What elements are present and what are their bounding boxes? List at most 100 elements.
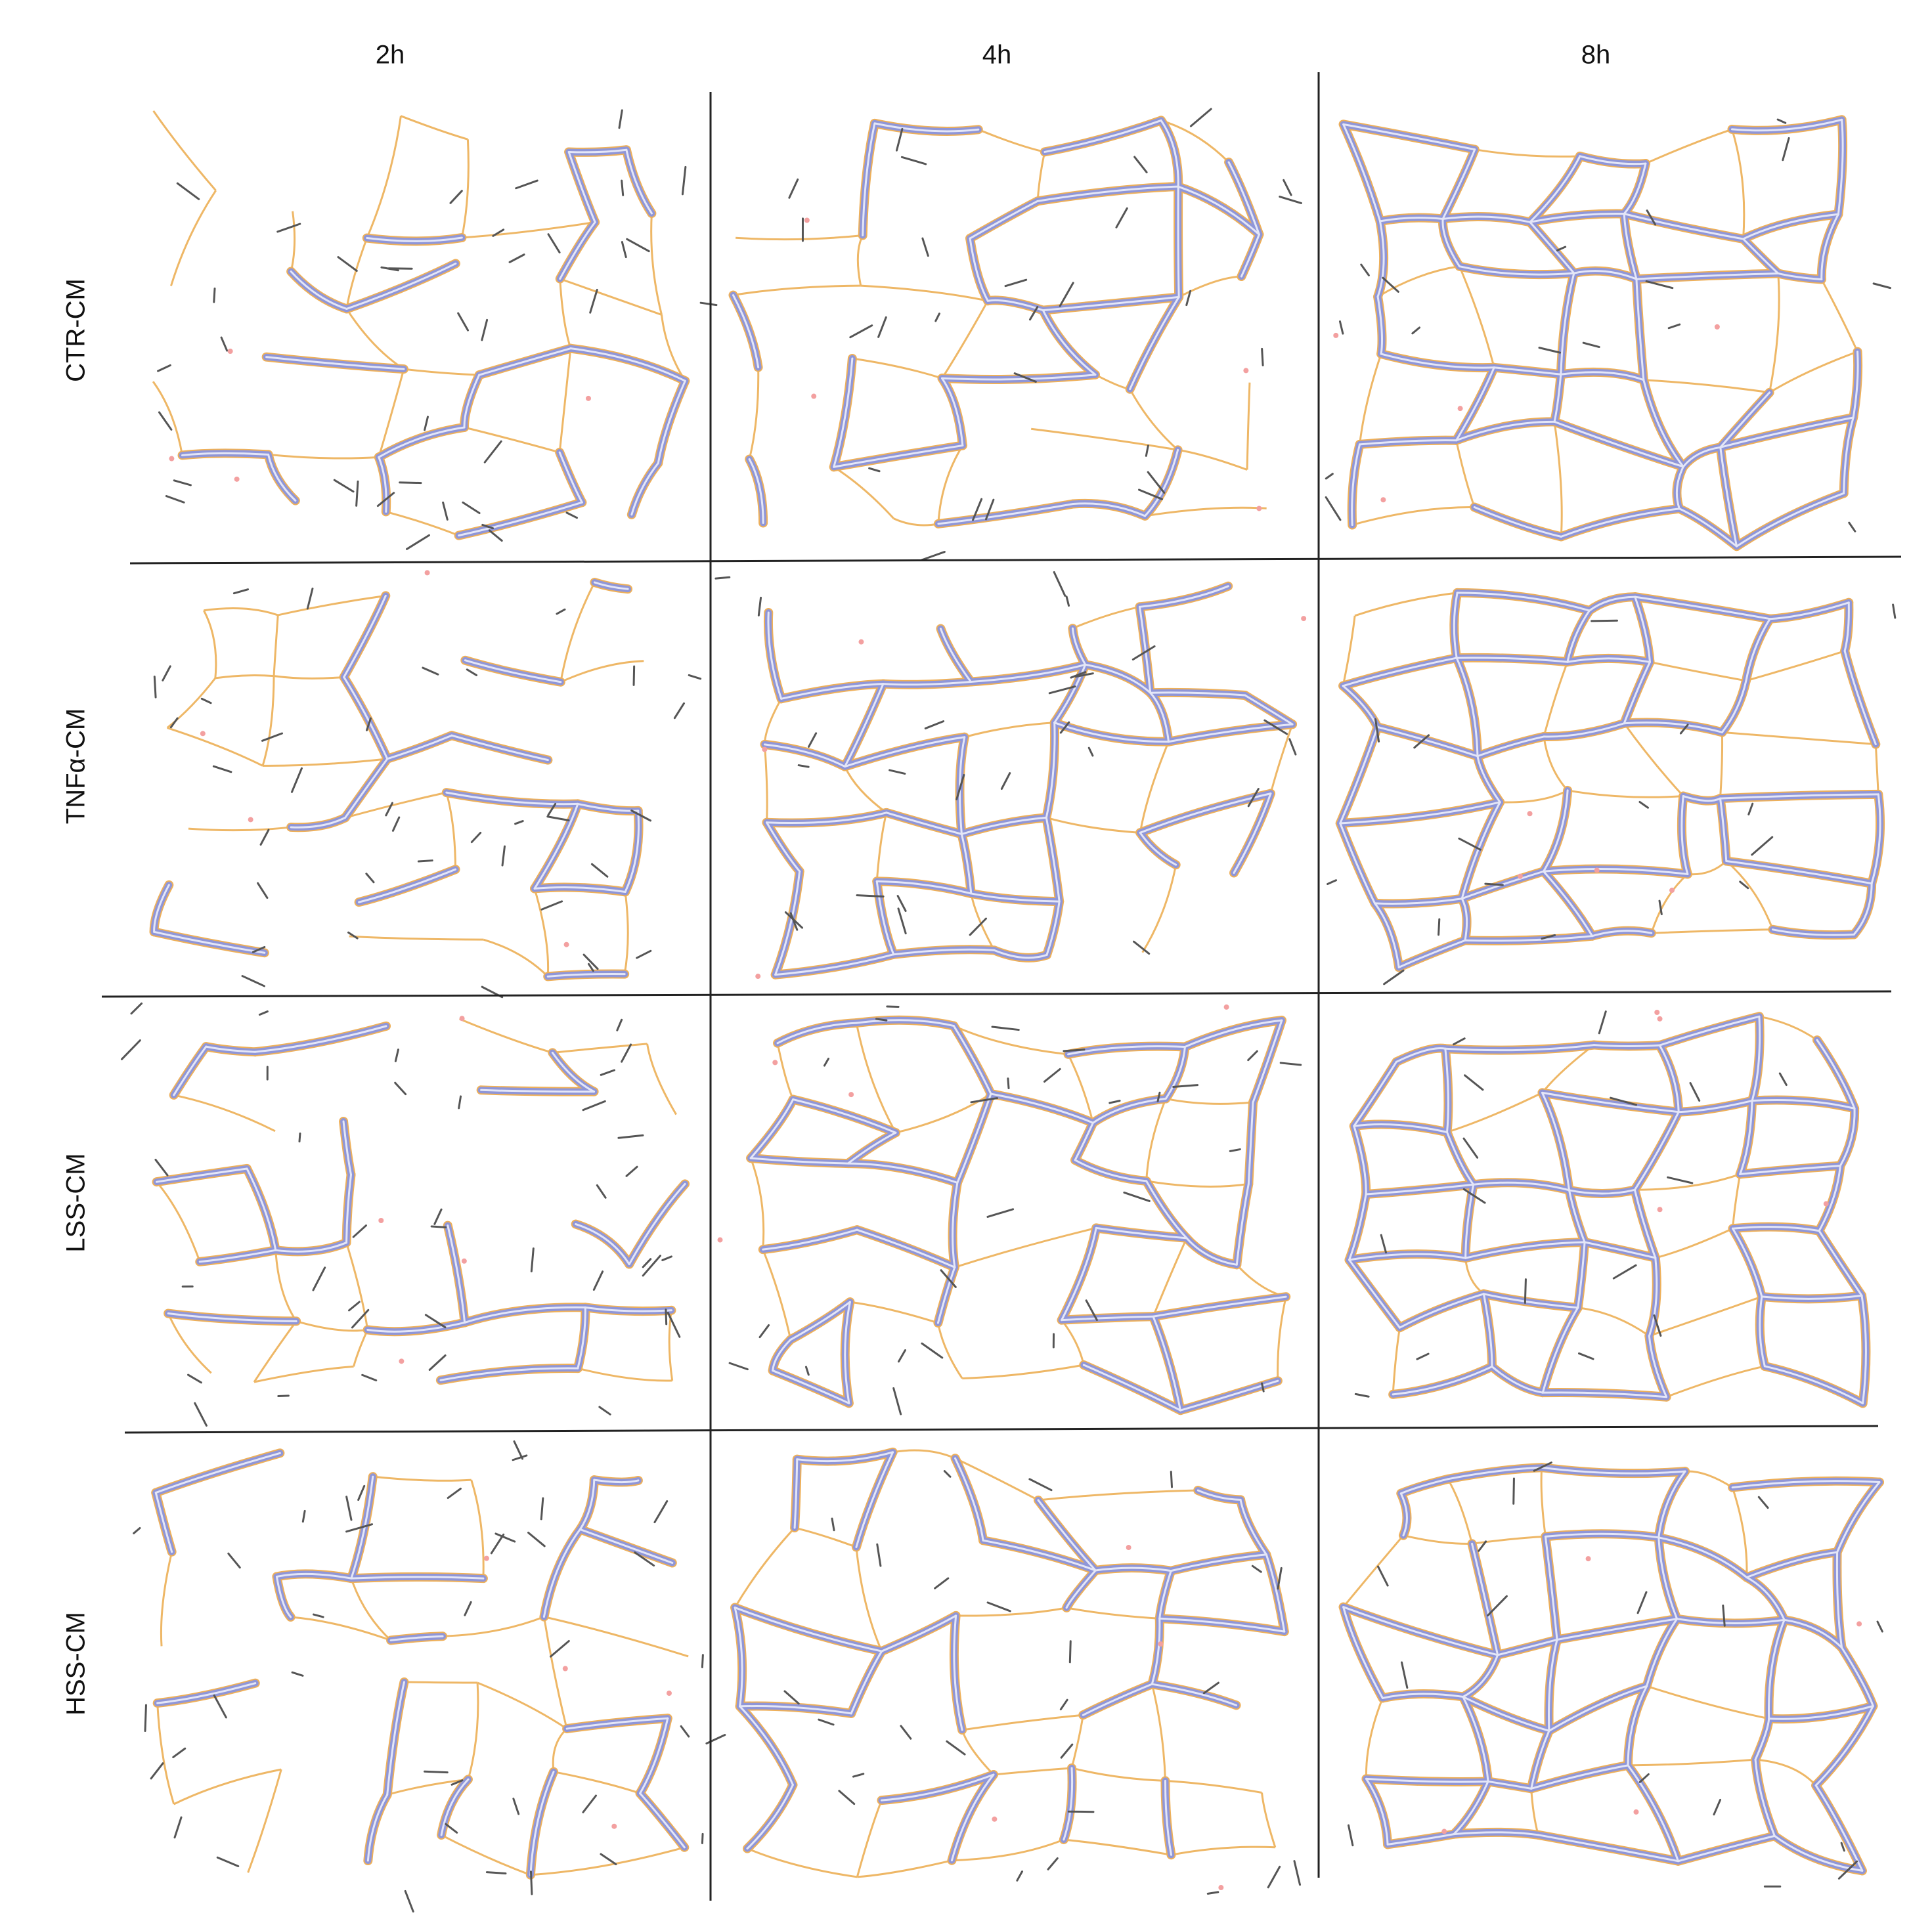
row-label: HSS-CM xyxy=(62,1612,91,1716)
tube-core xyxy=(479,349,571,375)
node xyxy=(1333,333,1338,338)
tube-core xyxy=(1344,124,1475,149)
branch xyxy=(952,1840,1063,1861)
node xyxy=(1586,1556,1591,1561)
segment xyxy=(682,167,685,194)
segment xyxy=(541,1498,543,1519)
segment xyxy=(1064,1050,1084,1051)
segment xyxy=(542,901,562,909)
segment xyxy=(551,1641,569,1656)
segment xyxy=(1579,1353,1594,1358)
branch xyxy=(1147,1181,1249,1186)
tube xyxy=(863,123,875,236)
segment xyxy=(643,1259,651,1267)
tube xyxy=(1354,1126,1366,1194)
cell-image xyxy=(1326,119,1890,546)
branch xyxy=(158,1703,174,1804)
branch xyxy=(1500,790,1568,802)
branch xyxy=(1165,1781,1262,1792)
tube xyxy=(733,295,758,368)
segment xyxy=(1135,157,1147,172)
branch xyxy=(276,1250,296,1321)
node xyxy=(1658,1016,1663,1022)
branch xyxy=(850,1302,938,1323)
node xyxy=(1441,1829,1447,1834)
tube xyxy=(535,804,578,888)
segment xyxy=(1280,197,1302,204)
column-label: 8h xyxy=(1581,41,1611,70)
segment xyxy=(1146,446,1148,456)
segment xyxy=(1759,1497,1768,1507)
branch xyxy=(795,1528,856,1547)
segment xyxy=(158,365,171,371)
segment xyxy=(626,1167,637,1176)
tube xyxy=(793,1100,896,1133)
node xyxy=(460,1016,465,1021)
branch xyxy=(386,511,459,535)
branch xyxy=(1466,1258,1484,1294)
segment xyxy=(992,1027,1019,1030)
branch xyxy=(938,1323,962,1378)
branch xyxy=(1179,276,1241,297)
segment xyxy=(292,1672,303,1675)
branch xyxy=(171,190,215,286)
node xyxy=(1669,888,1675,893)
cell-image xyxy=(134,1441,703,1911)
segment xyxy=(1780,1073,1786,1085)
branch xyxy=(1145,508,1267,516)
tube xyxy=(845,737,965,767)
cell-image xyxy=(707,1450,1300,1893)
segment xyxy=(617,1020,622,1030)
branch xyxy=(274,676,344,679)
branch xyxy=(1095,375,1130,389)
segment xyxy=(313,1268,325,1290)
node xyxy=(848,1092,854,1097)
segment xyxy=(151,1763,163,1779)
branch xyxy=(554,1772,640,1794)
branch xyxy=(1447,1092,1543,1132)
node xyxy=(1158,1641,1163,1647)
segment xyxy=(925,722,943,729)
segment xyxy=(1008,1079,1009,1089)
branch xyxy=(1366,1698,1382,1779)
segment xyxy=(1110,1101,1120,1103)
tube xyxy=(1399,1294,1483,1328)
tube xyxy=(1343,686,1378,727)
branch xyxy=(1038,1490,1198,1500)
branch xyxy=(648,1044,676,1115)
divider xyxy=(102,991,1891,997)
branch xyxy=(962,1365,1084,1378)
segment xyxy=(395,1050,398,1062)
branch xyxy=(778,1043,793,1100)
cell-image xyxy=(1328,593,1895,984)
tube-core xyxy=(1624,662,1650,723)
segment xyxy=(299,1134,300,1142)
branch xyxy=(154,111,216,190)
tube xyxy=(1543,1308,1578,1393)
branch xyxy=(373,1477,472,1480)
branch xyxy=(544,1617,688,1656)
segment xyxy=(922,1343,942,1358)
segment xyxy=(175,1817,181,1838)
branch xyxy=(351,1578,391,1640)
branch xyxy=(1130,389,1178,450)
branch xyxy=(215,676,274,678)
segment xyxy=(217,1857,238,1866)
branch xyxy=(1667,1366,1765,1397)
segment xyxy=(314,1614,324,1617)
tube xyxy=(991,1094,1093,1123)
segment xyxy=(1268,1867,1280,1887)
segment xyxy=(1116,208,1127,227)
branch xyxy=(1746,651,1845,681)
node xyxy=(564,942,569,947)
segment xyxy=(702,1655,703,1668)
branch xyxy=(942,301,988,378)
segment xyxy=(242,976,264,986)
tube-core xyxy=(1624,214,1743,239)
segment xyxy=(806,1367,808,1375)
segment xyxy=(1417,1354,1428,1359)
tube-core xyxy=(1443,150,1475,219)
segment xyxy=(1749,804,1753,814)
segment xyxy=(1640,802,1648,808)
segment xyxy=(423,668,438,674)
